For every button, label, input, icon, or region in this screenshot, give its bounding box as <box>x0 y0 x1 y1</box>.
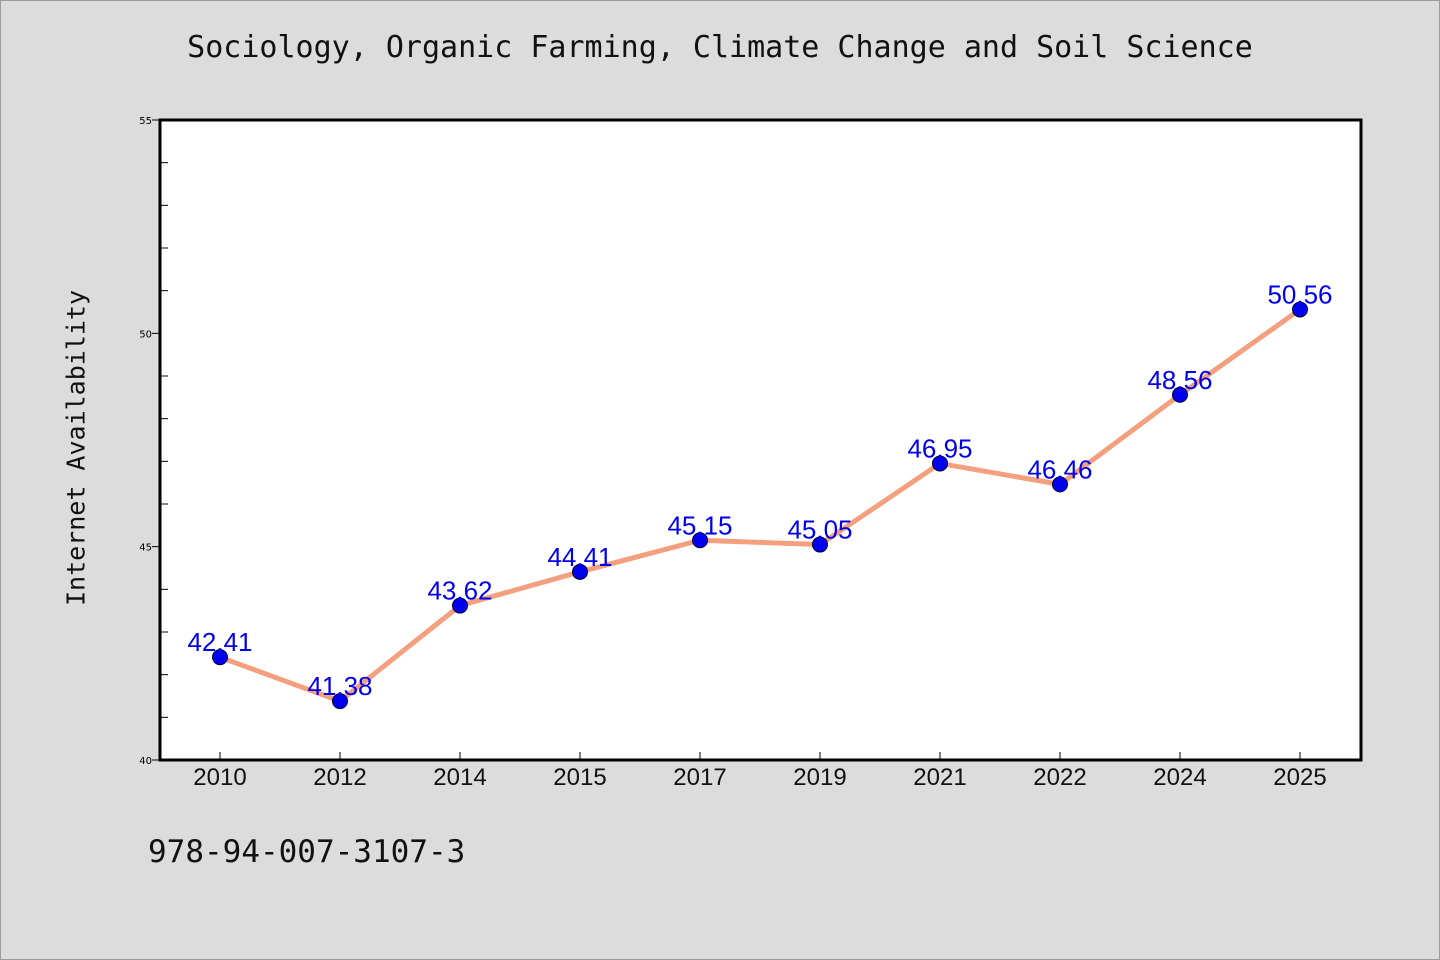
data-label: 44.41 <box>547 542 612 572</box>
data-point <box>452 597 468 614</box>
data-markers <box>212 301 1308 710</box>
data-label: 45.15 <box>667 510 732 540</box>
y-tick-label: 45 <box>139 543 152 554</box>
x-tick-label: 2014 <box>433 764 486 791</box>
data-label: 41.38 <box>307 671 372 701</box>
x-tick-label: 2025 <box>1273 764 1326 791</box>
data-point <box>1052 476 1068 493</box>
data-label: 46.95 <box>907 433 972 463</box>
y-tick-label: 40 <box>139 756 152 767</box>
data-label: 45.05 <box>787 515 852 545</box>
plot-area <box>158 118 1363 762</box>
data-point <box>932 455 948 472</box>
x-tick-label: 2019 <box>793 764 846 791</box>
data-point <box>212 649 228 666</box>
data-point <box>692 532 708 549</box>
y-tick-label: 50 <box>139 329 152 340</box>
data-label: 48.56 <box>1147 365 1212 395</box>
data-labels: 42.41 41.38 43.62 44.41 45.15 45.05 46.95 46.46… <box>187 279 1332 701</box>
data-point <box>812 536 828 553</box>
data-point <box>572 563 588 580</box>
data-point <box>1172 386 1188 403</box>
series-line <box>217 306 1303 704</box>
x-tick-label: 2017 <box>673 764 726 791</box>
x-tick-label: 2012 <box>313 764 366 791</box>
data-label: 42.41 <box>187 627 252 657</box>
book-identifier: 978-94-007-3107-3 <box>148 834 466 870</box>
chart-title: Sociology, Organic Farming, Climate Chan… <box>187 30 1253 65</box>
data-point <box>1292 301 1308 318</box>
y-tick-label: 55 <box>139 116 152 127</box>
data-label: 46.46 <box>1027 454 1092 484</box>
x-axis: 2010 2012 2014 2015 2017 2019 2021 2022 2024 2025 <box>193 752 1327 791</box>
x-tick-label: 2015 <box>553 764 606 791</box>
data-label: 50.56 <box>1267 279 1332 309</box>
data-point <box>332 693 348 710</box>
data-label: 43.62 <box>427 576 492 606</box>
x-tick-label: 2022 <box>1033 764 1086 791</box>
x-tick-label: 2021 <box>913 764 966 791</box>
x-tick-label: 2024 <box>1153 764 1206 791</box>
y-axis: 40 45 50 55 <box>139 116 168 767</box>
x-tick-label: 2010 <box>193 764 246 791</box>
